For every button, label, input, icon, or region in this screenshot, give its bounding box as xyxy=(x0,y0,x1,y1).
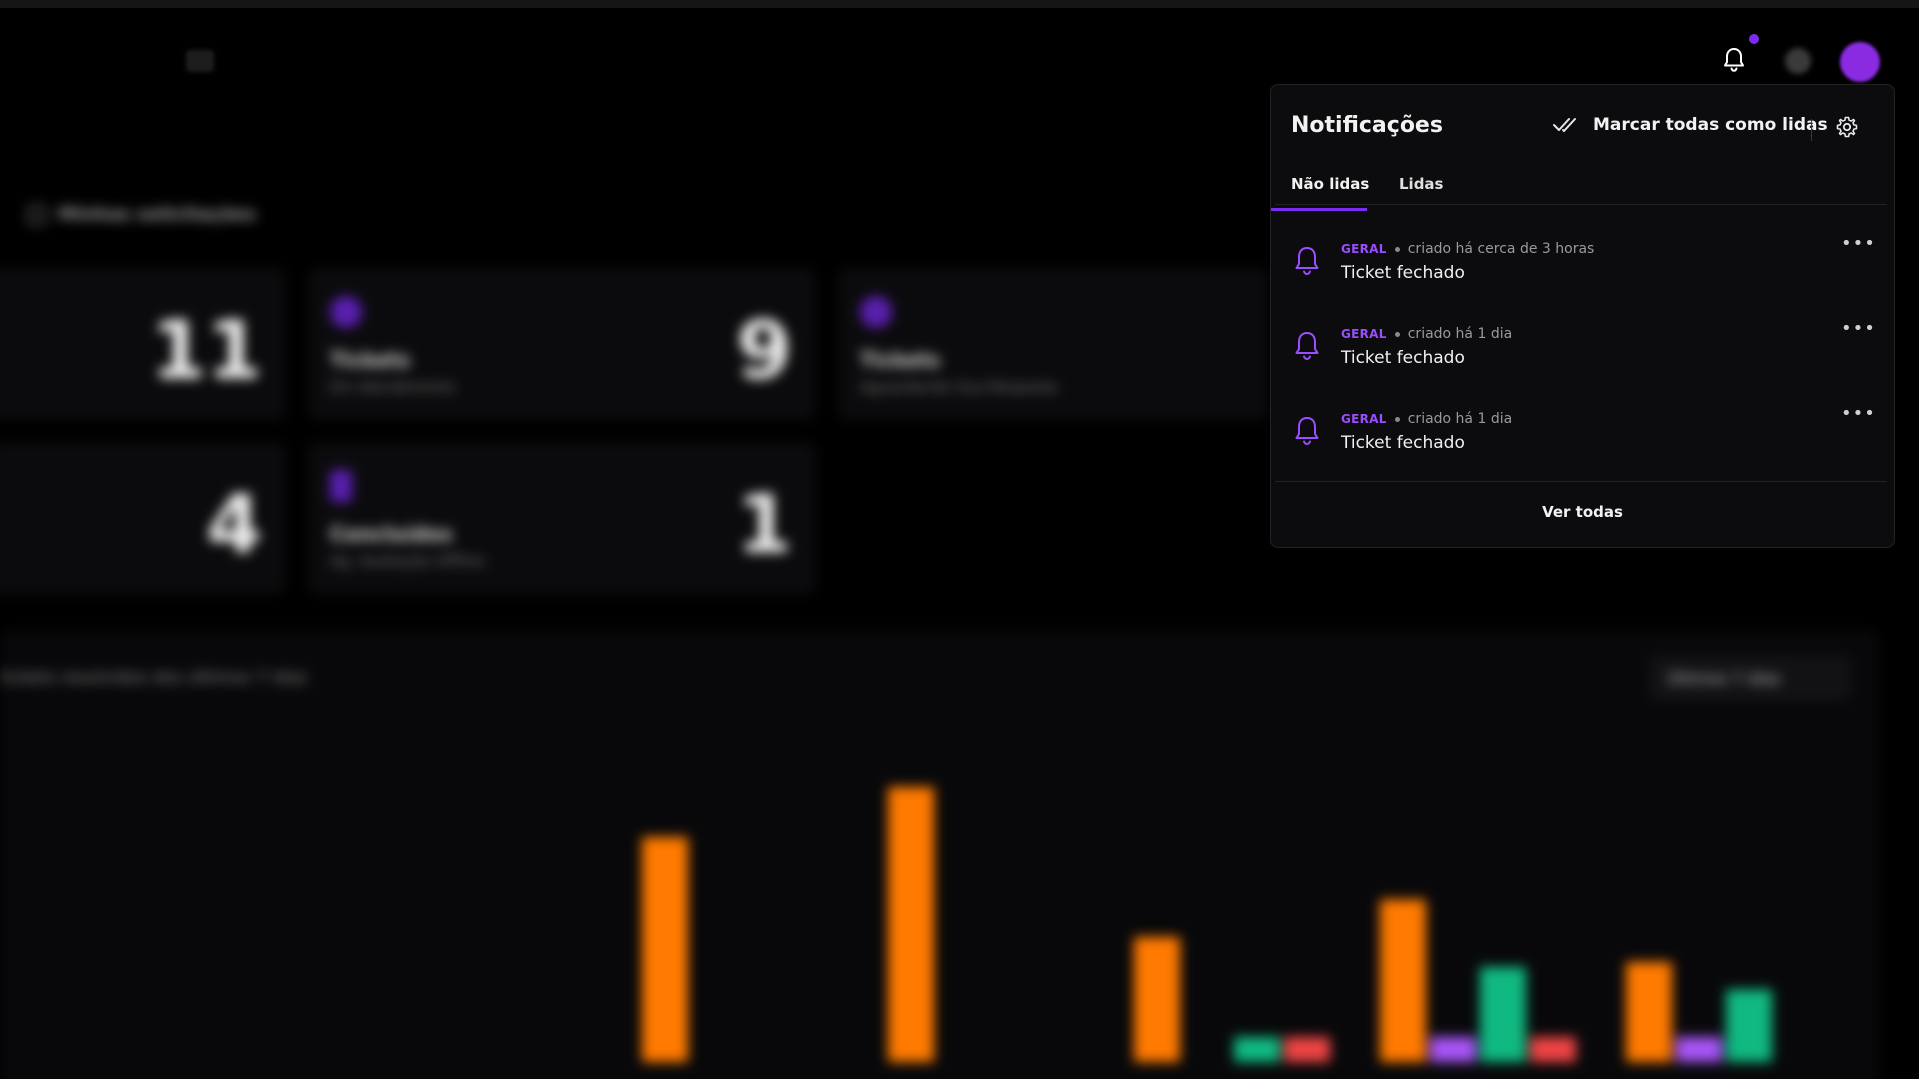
double-check-icon xyxy=(1553,118,1576,132)
avatar[interactable] xyxy=(1840,42,1880,82)
bell-icon xyxy=(1295,332,1319,361)
stat-title: Tickets xyxy=(860,348,941,372)
stat-card[interactable]: Tickets Em Atendimento 9 xyxy=(308,268,816,420)
chart-bar xyxy=(1134,937,1180,1062)
notification-item[interactable]: GERAL criado há 1 dia Ticket fechado ••• xyxy=(1271,401,1894,485)
notification-meta: GERAL criado há cerca de 3 horas xyxy=(1341,241,1594,257)
notification-time: criado há 1 dia xyxy=(1407,411,1513,427)
notifications-title: Notificações xyxy=(1291,113,1443,138)
notification-meta: GERAL criado há 1 dia xyxy=(1341,326,1512,342)
bell-icon xyxy=(1295,417,1319,446)
more-options-icon[interactable]: ••• xyxy=(1841,403,1876,424)
notification-meta: GERAL criado há 1 dia xyxy=(1341,411,1512,427)
notifications-header: Notificações Marcar todas como lidas xyxy=(1271,85,1894,165)
stat-title: Tickets xyxy=(330,348,411,372)
stat-title: Concluídos xyxy=(330,522,453,546)
tab-read[interactable]: Lidas xyxy=(1399,175,1444,193)
chart-bar xyxy=(642,837,688,1062)
stat-card[interactable]: 11 xyxy=(0,268,286,420)
tab-unread[interactable]: Não lidas xyxy=(1291,175,1370,193)
more-options-icon[interactable]: ••• xyxy=(1841,318,1876,339)
chart-bar xyxy=(1676,1037,1722,1062)
notification-settings-button[interactable] xyxy=(1835,115,1861,141)
chart-bar xyxy=(1430,1037,1476,1062)
more-options-icon[interactable]: ••• xyxy=(1841,233,1876,254)
chart-bar xyxy=(1380,899,1426,1062)
notification-category: GERAL xyxy=(1341,242,1387,256)
chart-bar xyxy=(1284,1037,1330,1062)
breadcrumb[interactable]: Minhas solicitações xyxy=(28,204,256,225)
mark-all-read-label: Marcar todas como lidas xyxy=(1593,115,1828,135)
stat-subtitle: Em Atendimento xyxy=(330,378,456,396)
settings-icon[interactable] xyxy=(1785,48,1811,74)
bell-icon xyxy=(1724,48,1744,72)
chart-bar xyxy=(1234,1037,1280,1062)
active-tab-indicator xyxy=(1271,208,1367,211)
list-icon xyxy=(28,205,46,224)
chart-panel xyxy=(0,630,1880,1079)
notification-message: Ticket fechado xyxy=(1341,433,1465,453)
hourglass-icon xyxy=(330,470,352,502)
see-all-button[interactable]: Ver todas xyxy=(1542,503,1623,521)
stat-subtitle: Ag. Avaliação Offline xyxy=(330,552,485,570)
stat-card[interactable]: Tickets Aguardando Sua Resposta xyxy=(838,268,1268,420)
notification-message: Ticket fechado xyxy=(1341,348,1465,368)
headset-icon xyxy=(330,296,362,328)
notifications-tabs: Não lidas Lidas xyxy=(1275,167,1887,205)
stat-card[interactable]: Concluídos Ag. Avaliação Offline 1 xyxy=(308,442,816,594)
unread-indicator-dot xyxy=(1749,34,1759,44)
separator-dot xyxy=(1394,416,1400,422)
stat-value: 4 xyxy=(206,478,262,571)
breadcrumb-label: Minhas solicitações xyxy=(58,204,256,225)
notification-time: criado há cerca de 3 horas xyxy=(1407,241,1595,257)
date-range-select[interactable]: Últimos 7 dias xyxy=(1650,656,1850,700)
date-range-value: Últimos 7 dias xyxy=(1667,668,1781,688)
chart-bar xyxy=(1530,1037,1576,1062)
gear-icon xyxy=(1836,116,1858,138)
notification-message: Ticket fechado xyxy=(1341,263,1465,283)
separator-dot xyxy=(1394,246,1400,252)
notification-item[interactable]: GERAL criado há cerca de 3 horas Ticket … xyxy=(1271,231,1894,315)
tickets-bar-chart xyxy=(642,787,1772,1062)
notification-category: GERAL xyxy=(1341,327,1387,341)
stat-value: 9 xyxy=(736,304,792,397)
top-bar xyxy=(0,0,1919,100)
stat-subtitle: Aguardando Sua Resposta xyxy=(860,378,1058,396)
bell-icon xyxy=(1295,247,1319,276)
notification-category: GERAL xyxy=(1341,412,1387,426)
notification-time: criado há 1 dia xyxy=(1407,326,1513,342)
clock-icon xyxy=(860,296,892,328)
header-divider xyxy=(1811,119,1812,141)
notification-item[interactable]: GERAL criado há 1 dia Ticket fechado ••• xyxy=(1271,316,1894,400)
chart-bar xyxy=(1626,962,1672,1062)
stat-card[interactable]: 4 xyxy=(0,442,286,594)
chart-bar xyxy=(1726,989,1772,1062)
notifications-panel: Notificações Marcar todas como lidas Não… xyxy=(1270,84,1895,548)
notifications-bell-button[interactable] xyxy=(1716,42,1752,78)
menu-toggle-icon[interactable] xyxy=(186,50,214,72)
separator-dot xyxy=(1394,331,1400,337)
stat-value: 11 xyxy=(150,304,262,397)
footer-divider xyxy=(1275,481,1887,482)
chart-bar xyxy=(888,787,934,1062)
chart-caption: tickets resolvidos dos últimos 7 dias xyxy=(0,668,308,688)
stat-value: 1 xyxy=(736,478,792,571)
chart-bar xyxy=(1480,967,1526,1062)
mark-all-read-button[interactable]: Marcar todas como lidas xyxy=(1553,115,1828,135)
